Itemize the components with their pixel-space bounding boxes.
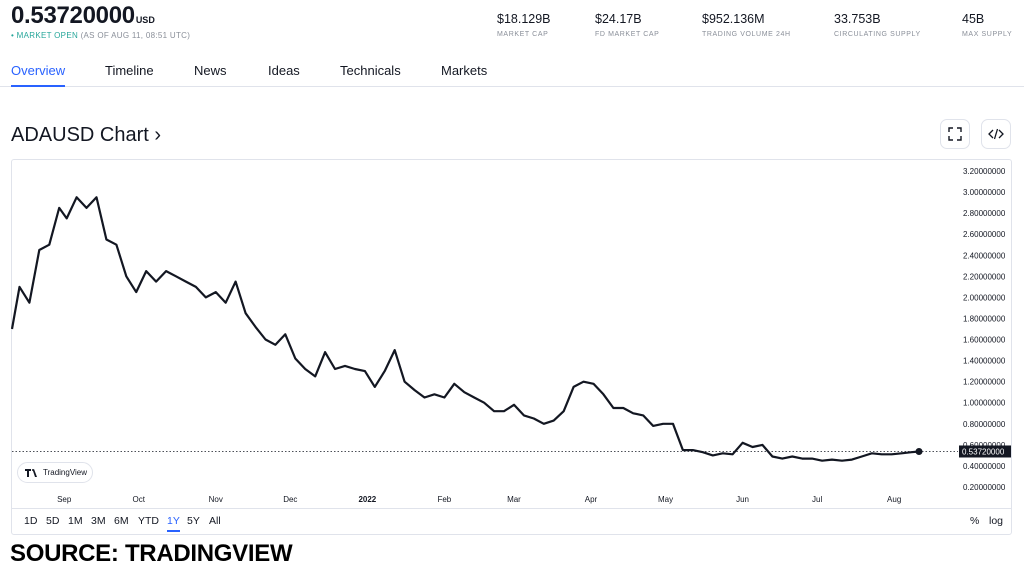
tab-bar: Overview Timeline News Ideas Technicals … — [0, 58, 1024, 87]
stat-max-supply: 45B MAX SUPPLY — [962, 12, 1012, 38]
stat-trading-volume: $952.136M TRADING VOLUME 24H — [702, 12, 791, 38]
stat-label: MARKET CAP — [497, 31, 549, 38]
range-3m[interactable]: 3M — [91, 515, 106, 527]
price-block: 0.53720000USD — [11, 2, 155, 30]
stat-label: TRADING VOLUME 24H — [702, 31, 791, 38]
stat-value: 45B — [962, 12, 985, 26]
stat-value: $952.136M — [702, 12, 765, 26]
range-5y[interactable]: 5Y — [187, 515, 200, 527]
price-unit: USD — [135, 15, 155, 25]
range-1y[interactable]: 1Y — [167, 515, 180, 532]
tab-news[interactable]: News — [194, 63, 227, 78]
chart-frame — [11, 159, 1012, 535]
range-5d[interactable]: 5D — [46, 515, 60, 527]
chart-title-link[interactable]: ADAUSD Chart › — [11, 124, 162, 146]
range-all[interactable]: All — [209, 515, 221, 527]
stat-market-cap: $18.129B MARKET CAP — [497, 12, 551, 38]
as-of-timestamp: (AS OF AUG 11, 08:51 UTC) — [80, 31, 191, 40]
tab-overview[interactable]: Overview — [11, 63, 66, 87]
fullscreen-icon — [948, 127, 962, 141]
log-scale-toggle[interactable]: log — [989, 515, 1004, 527]
stat-fd-market-cap: $24.17B FD MARKET CAP — [595, 12, 659, 38]
stat-value: $24.17B — [595, 12, 642, 26]
range-1m[interactable]: 1M — [68, 515, 83, 527]
stat-value: 33.753B — [834, 12, 881, 26]
percent-scale-toggle[interactable]: % — [970, 515, 980, 527]
tab-technicals[interactable]: Technicals — [340, 63, 401, 78]
tradingview-badge[interactable]: TradingView — [17, 462, 93, 483]
range-ytd[interactable]: YTD — [138, 515, 159, 527]
range-1d[interactable]: 1D — [24, 515, 38, 527]
market-open-label: MARKET OPEN — [16, 31, 79, 40]
stat-value: $18.129B — [497, 12, 551, 26]
status-dot: • — [11, 31, 15, 40]
tab-ideas[interactable]: Ideas — [268, 63, 300, 78]
range-selector: 1D 5D 1M 3M 6M YTD 1Y 5Y All % log — [12, 508, 1011, 535]
stat-label: MAX SUPPLY — [962, 31, 1013, 38]
fullscreen-button[interactable] — [940, 119, 970, 149]
stat-label: FD MARKET CAP — [595, 31, 660, 38]
range-6m[interactable]: 6M — [114, 515, 129, 527]
market-status: • MARKET OPEN (AS OF AUG 11, 08:51 UTC) — [11, 31, 190, 40]
source-caption: SOURCE: TRADINGVIEW — [10, 540, 293, 567]
embed-code-icon — [988, 128, 1004, 140]
tab-markets[interactable]: Markets — [441, 63, 488, 78]
stat-label: CIRCULATING SUPPLY — [834, 31, 921, 38]
tradingview-label: TradingView — [43, 468, 88, 477]
tradingview-logo — [25, 468, 37, 477]
embed-button[interactable] — [981, 119, 1011, 149]
current-price: 0.53720000 — [11, 2, 135, 29]
stat-circulating-supply: 33.753B CIRCULATING SUPPLY — [834, 12, 921, 38]
tab-timeline[interactable]: Timeline — [105, 63, 154, 78]
